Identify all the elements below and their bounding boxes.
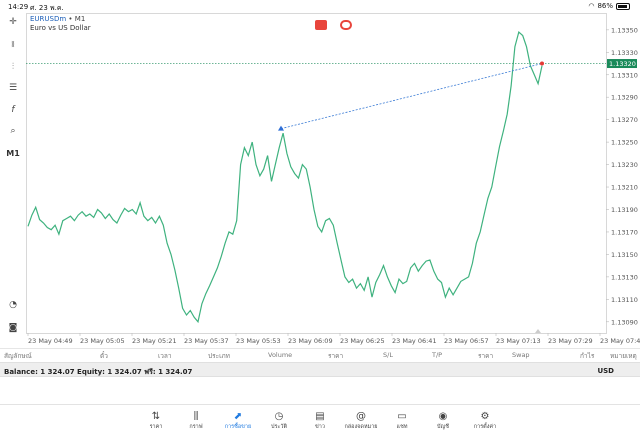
x-tick-label: 23 May 05:37 [184,337,229,345]
mail-icon: @ [356,411,366,422]
tab-news[interactable]: ▤ ข่าว [300,410,340,431]
trendline-end-marker [540,61,544,66]
bottom-tab-bar: ⇅ ราคา ⫼ กราฟ ⬈ การซื้อขาย ◷ ประวัติ ▤ ข่าว @… [0,404,640,447]
chat-icon: ▭ [397,411,407,422]
x-tick-label: 23 May 06:09 [288,337,333,345]
current-price-label: 1.13320 [609,60,636,68]
x-tick-label: 23 May 05:53 [236,337,281,345]
col-price: ราคา [328,352,344,360]
tab-mailbox[interactable]: @ กล่องจดหมาย [341,410,381,431]
time-marker [535,329,541,333]
trade-icon: ⬈ [233,411,243,422]
shapes-icon[interactable]: ⌕ [10,126,16,136]
indicators-icon[interactable]: ⫶ [11,62,15,72]
col-tp: T/P [432,351,443,359]
balance-currency: USD [597,367,614,375]
settings-icon: ⚙ [480,411,490,422]
tab-history[interactable]: ◷ ประวัติ [259,410,299,431]
positions-column-header: สัญลักษณ์ ตั๋ว เวลา ประเภท Volume ราคา S… [0,348,640,360]
clock-icon[interactable]: ◔ [9,300,17,310]
tab-account[interactable]: ◉ บัญชี [423,410,463,431]
price-chart[interactable]: EURUSDm • M1 Euro vs US Dollar 1.13350 1.… [26,13,640,348]
y-tick-label: 1.13150 [611,251,638,259]
battery-icon [616,2,630,10]
col-volume: Volume [268,351,293,359]
x-tick-label: 23 May 04:49 [28,337,73,345]
tab-chat[interactable]: ▭ แชท [382,410,422,431]
y-tick-label: 1.13110 [611,296,638,304]
y-tick-label: 1.13170 [611,228,638,236]
x-tick-label: 23 May 05:21 [132,337,177,345]
chart-canvas: 1.13350 1.13330 1.13310 1.13290 1.13270 1.132… [26,13,640,345]
date: ศ. 23 พ.ค. [30,4,64,12]
symbol-header: EURUSDm • M1 Euro vs US Dollar [30,15,91,32]
y-tick-label: 1.13330 [611,49,638,57]
current-price-tag [607,59,637,69]
col-ticket: ตั๋ว [100,352,108,360]
x-tick-label: 23 May 06:25 [340,337,385,345]
timeframe-button[interactable]: M1 [6,148,20,158]
col-swap: Swap [512,351,530,359]
chart-toolbar: ✛ ⧚ ⫶ ☰ f ⌕ M1 ◔ ◙ [0,13,26,348]
col-symbol: สัญลักษณ์ [4,352,32,360]
plot-frame [26,13,607,334]
crosshair-icon[interactable]: ✛ [9,17,17,27]
one-click-trading-icon[interactable] [315,20,327,30]
y-tick-label: 1.13210 [611,184,638,192]
function-icon[interactable]: f [11,105,15,115]
status-bar: 14:29 ศ. 23 พ.ค. ◠ 86% [0,0,640,13]
news-icon: ▤ [315,411,325,422]
depth-icon[interactable] [340,20,352,30]
y-tick-label: 1.13310 [611,71,638,79]
tab-quotes[interactable]: ⇅ ราคา [136,410,176,431]
balance-text: Balance: 1 324.07 Equity: 1 324.07 ฟรี: … [4,368,193,376]
x-tick-label: 23 May 07:13 [496,337,541,345]
col-profit: กำไร [580,352,595,360]
symbol-description: Euro vs US Dollar [30,24,91,32]
x-tick-label: 23 May 07:45 [600,337,640,345]
objects-icon[interactable]: ☰ [8,83,18,93]
x-tick-label: 23 May 05:05 [80,337,125,345]
tab-chart[interactable]: ⫼ กราฟ [176,410,216,431]
x-tick-label: 23 May 06:41 [392,337,437,345]
quotes-icon: ⇅ [151,411,161,422]
col-type: ประเภท [208,352,230,360]
y-tick-label: 1.13130 [611,273,638,281]
symbol-name[interactable]: EURUSDm [30,15,67,23]
trendline [280,63,543,130]
tab-trade[interactable]: ⬈ การซื้อขาย [218,410,258,431]
trendline-start-marker [278,125,284,131]
y-tick-label: 1.13290 [611,94,638,102]
x-tick-label: 23 May 06:57 [444,337,489,345]
history-icon: ◷ [274,411,284,422]
wifi-icon: ◠ [588,2,595,10]
col-price-current: ราคา [478,352,494,360]
x-tick-label: 23 May 07:29 [548,337,593,345]
chart-type-icon[interactable]: ⧚ [11,40,15,50]
account-icon: ◉ [438,411,448,422]
battery-percent: 86% [597,2,613,10]
col-comment: หมายเหตุ [610,352,637,360]
y-tick-label: 1.13190 [611,206,638,214]
balance-row: Balance: 1 324.07 Equity: 1 324.07 ฟรี: … [0,362,640,377]
y-tick-label: 1.13230 [611,161,638,169]
col-time: เวลา [158,352,172,360]
tab-settings[interactable]: ⚙ การตั้งค่า [465,410,505,431]
trade-panel-icon[interactable]: ◙ [8,323,18,333]
y-tick-label: 1.13350 [611,26,638,34]
y-tick-label: 1.13090 [611,318,638,326]
col-sl: S/L [383,351,393,359]
price-line [27,31,543,324]
symbol-timeframe: M1 [74,15,86,23]
clock: 14:29 [8,3,29,11]
y-tick-label: 1.13270 [611,116,638,124]
candles-icon: ⫼ [193,411,199,422]
status-right: ◠ 86% [588,2,630,10]
y-tick-label: 1.13250 [611,139,638,147]
